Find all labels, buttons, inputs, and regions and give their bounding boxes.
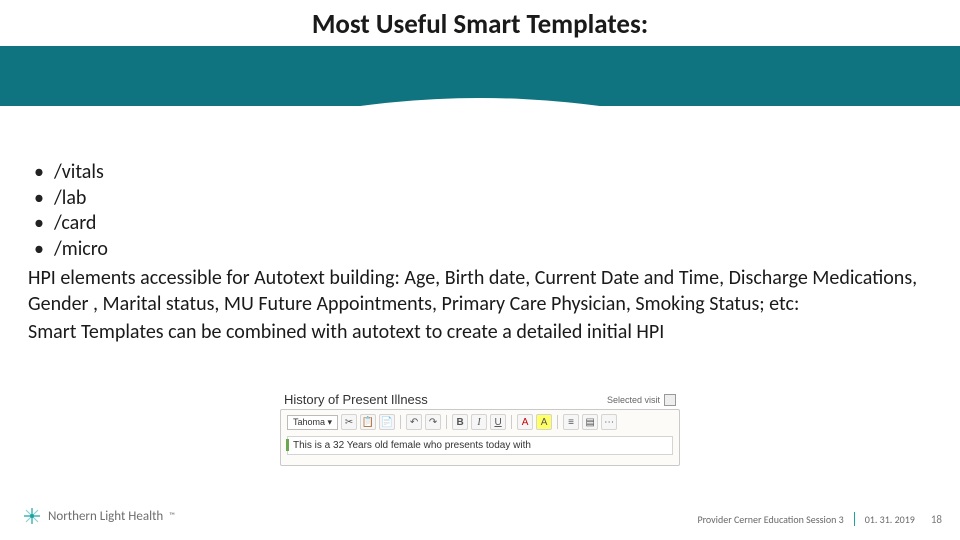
editor-text-line[interactable]: This is a 32 Years old female who presen… <box>287 436 673 455</box>
bold-button[interactable]: B <box>452 414 468 430</box>
highlight-icon[interactable]: A <box>536 414 552 430</box>
paragraph-hpi-elements: HPI elements accessible for Autotext bui… <box>28 266 932 317</box>
bullet-text: /vitals <box>54 160 104 184</box>
bullet-item: /vitals <box>34 160 932 186</box>
body-content: /vitals /lab /card /micro HPI elements a… <box>28 160 932 345</box>
italic-button[interactable]: I <box>471 414 487 430</box>
bullet-text: /lab <box>54 186 86 210</box>
selected-visit-label: Selected visit <box>607 395 660 405</box>
footer-right: Provider Cerner Education Session 3 01. … <box>697 512 942 526</box>
logo-icon <box>22 506 42 526</box>
bullet-text: /card <box>54 211 96 235</box>
slide: Most Useful Smart Templates: /vitals /la… <box>0 0 960 540</box>
cut-icon[interactable]: ✂ <box>341 414 357 430</box>
editor-panel: Tahoma ▾ ✂ 📋 📄 ↶ ↷ B I U A A ≡ ▤ ⋯ <box>280 409 680 466</box>
toolbar-divider <box>446 415 447 429</box>
editor-header: History of Present Illness Selected visi… <box>280 390 680 409</box>
visit-toggle-icon <box>664 394 676 406</box>
trademark-symbol: ™ <box>169 511 175 521</box>
paste-icon[interactable]: 📄 <box>379 414 395 430</box>
bullet-item: /lab <box>34 186 932 212</box>
page-number: 18 <box>931 513 942 526</box>
editor-title: History of Present Illness <box>284 392 428 407</box>
header-band <box>0 46 960 106</box>
band-curve <box>0 98 960 106</box>
font-selector[interactable]: Tahoma ▾ <box>287 415 338 430</box>
toolbar-divider <box>400 415 401 429</box>
bullet-text: /micro <box>54 237 108 261</box>
editor-toolbar: Tahoma ▾ ✂ 📋 📄 ↶ ↷ B I U A A ≡ ▤ ⋯ <box>287 414 673 430</box>
footer-separator <box>854 512 855 526</box>
bullet-item: /card <box>34 211 932 237</box>
footer-date: 01. 31. 2019 <box>865 513 915 526</box>
undo-icon[interactable]: ↶ <box>406 414 422 430</box>
macro-marker-icon <box>286 439 289 451</box>
session-label: Provider Cerner Education Session 3 <box>697 513 843 526</box>
footer-logo: Northern Light Health ™ <box>22 506 175 526</box>
toolbar-divider <box>511 415 512 429</box>
editor-screenshot: History of Present Illness Selected visi… <box>280 390 680 466</box>
toolbar-divider <box>557 415 558 429</box>
list-icon[interactable]: ≡ <box>563 414 579 430</box>
font-name: Tahoma <box>293 417 325 427</box>
paragraph-smart-templates: Smart Templates can be combined with aut… <box>28 320 932 346</box>
bullet-item: /micro <box>34 237 932 263</box>
more-icon[interactable]: ⋯ <box>601 414 617 430</box>
slide-title: Most Useful Smart Templates: <box>0 8 960 41</box>
underline-button[interactable]: U <box>490 414 506 430</box>
redo-icon[interactable]: ↷ <box>425 414 441 430</box>
org-name: Northern Light Health <box>48 509 163 524</box>
editor-visit-area: Selected visit <box>607 394 676 406</box>
text-color-icon[interactable]: A <box>517 414 533 430</box>
bullet-list: /vitals /lab /card /micro <box>28 160 932 262</box>
editor-sample-text: This is a 32 Years old female who presen… <box>293 440 531 451</box>
insert-icon[interactable]: ▤ <box>582 414 598 430</box>
copy-icon[interactable]: 📋 <box>360 414 376 430</box>
